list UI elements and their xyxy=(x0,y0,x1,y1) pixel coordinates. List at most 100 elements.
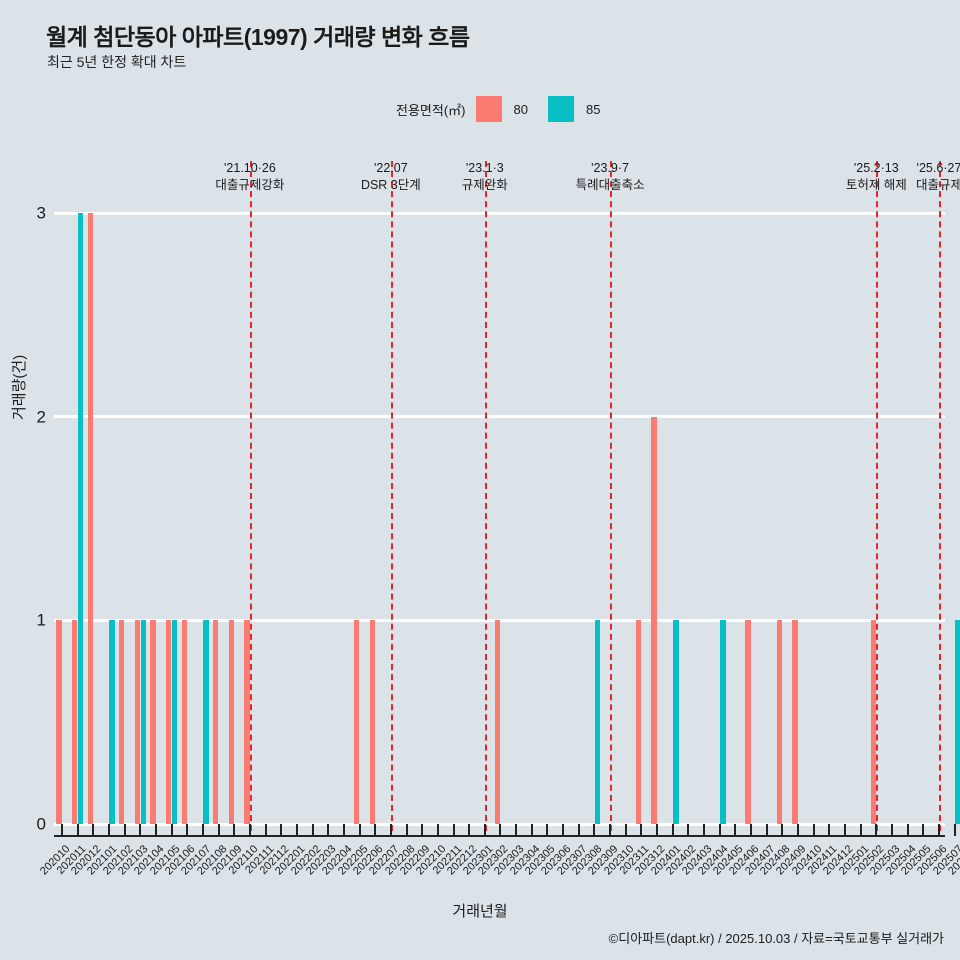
x-tick-202402 xyxy=(687,824,690,836)
gridline-2 xyxy=(54,415,945,419)
plot-area xyxy=(54,161,960,831)
x-tick-202308 xyxy=(593,824,596,836)
bar-80-202010 xyxy=(56,620,62,824)
legend-label-85: 85 xyxy=(585,101,601,117)
y-tick-label-3: 3 xyxy=(36,203,46,223)
annotation-202110: '21.10·26 대출규제강화 xyxy=(215,160,284,194)
x-tick-202411 xyxy=(828,824,831,836)
x-tick-202304 xyxy=(530,824,533,836)
annotation-text: 토허제 해제 xyxy=(845,177,907,192)
x-tick-202507 xyxy=(953,824,956,836)
x-tick-202305 xyxy=(546,824,549,836)
x-tick-202206 xyxy=(374,824,377,836)
x-tick-202011 xyxy=(76,824,79,836)
x-tick-202409 xyxy=(797,824,800,836)
x-tick-202106 xyxy=(186,824,189,836)
chart-title: 월계 첨단동아 아파트(1997) 거래량 변화 흐름 xyxy=(46,24,470,50)
annotation-text: DSR 3단계 xyxy=(360,177,421,192)
x-tick-202208 xyxy=(405,824,408,836)
bar-85-202507 xyxy=(955,620,960,824)
x-tick-202212 xyxy=(468,824,471,836)
bar-80-202205 xyxy=(353,620,360,824)
x-tick-202202 xyxy=(311,824,314,836)
x-tick-202110 xyxy=(248,824,251,836)
bar-80-202105 xyxy=(166,620,172,824)
annotation-202207: '22.07 DSR 3단계 xyxy=(361,160,421,194)
x-tick-202210 xyxy=(436,824,439,836)
legend: 전용면적(㎡) 80 85 xyxy=(396,96,620,122)
x-tick-202306 xyxy=(562,824,565,836)
x-tick-202302 xyxy=(499,824,502,836)
bar-80-202206 xyxy=(369,620,375,824)
chart-subtitle: 최근 5년 한정 확대 차트 xyxy=(47,54,187,70)
x-tick-202104 xyxy=(154,824,157,836)
bar-80-202103 xyxy=(134,620,141,824)
legend-item-80[interactable]: 80 xyxy=(475,96,528,122)
x-tick-202502 xyxy=(875,824,878,836)
x-tick-202101 xyxy=(107,824,110,836)
x-tick-202403 xyxy=(703,824,706,836)
annotation-text: 특례대출축소 xyxy=(575,177,645,192)
y-tick-label-1: 1 xyxy=(36,610,46,630)
x-tick-202102 xyxy=(123,824,126,836)
bar-85-202101 xyxy=(109,620,115,824)
bar-80-202311 xyxy=(635,620,642,824)
x-tick-202412 xyxy=(844,824,846,836)
x-tick-202405 xyxy=(734,824,737,836)
y-axis-title: 거래량(건) xyxy=(11,354,28,420)
bar-80-202302 xyxy=(494,620,501,824)
x-tick-202204 xyxy=(342,824,345,836)
x-axis-line xyxy=(54,835,945,837)
annotation-line-202502 xyxy=(876,161,879,831)
gridline-1 xyxy=(54,618,945,622)
bar-80-202110 xyxy=(244,620,250,824)
annotation-date: '21.10·26 xyxy=(224,161,276,175)
annotation-date: '22.07 xyxy=(374,161,408,175)
legend-label-80: 80 xyxy=(513,101,528,117)
annotation-line-202207 xyxy=(390,161,393,831)
x-tick-202012 xyxy=(92,824,95,836)
bar-80-202312 xyxy=(651,416,657,824)
x-tick-202309 xyxy=(609,824,612,836)
annotation-date: '25.2·13 xyxy=(853,161,899,175)
x-tick-202312 xyxy=(656,824,659,836)
x-tick-202108 xyxy=(217,824,220,836)
x-tick-202401 xyxy=(671,824,674,836)
bar-80-202406 xyxy=(745,620,751,824)
annotation-202309: '23.9·7 특례대출축소 xyxy=(576,160,645,194)
annotation-line-202506 xyxy=(938,161,941,831)
bar-80-202502 xyxy=(870,620,877,824)
bar-80-202011 xyxy=(72,620,78,824)
legend-title: 전용면적(㎡) xyxy=(396,102,466,118)
bar-80-202106 xyxy=(181,620,188,824)
bar-80-202108 xyxy=(213,620,219,824)
legend-item-85[interactable]: 85 xyxy=(547,96,601,122)
x-tick-202311 xyxy=(640,824,643,836)
legend-swatch-85 xyxy=(547,96,574,122)
bar-85-202011 xyxy=(78,213,84,824)
bar-80-202102 xyxy=(119,620,125,824)
annotation-text: 대출규제강화 xyxy=(215,177,285,192)
bar-85-202308 xyxy=(594,620,601,824)
annotation-date: '23.1·3 xyxy=(465,161,504,175)
x-tick-202103 xyxy=(139,824,142,836)
x-tick-202408 xyxy=(781,824,784,836)
x-tick-202303 xyxy=(515,824,518,836)
x-tick-202010 xyxy=(61,824,63,836)
x-axis xyxy=(54,824,956,840)
y-axis-title-wrap: 거래량(건) xyxy=(8,355,28,441)
bar-80-202012 xyxy=(87,213,94,824)
y-tick-label-0: 0 xyxy=(36,814,46,834)
annotation-202301: '23.1·3 규제완화 xyxy=(462,160,508,194)
x-tick-202407 xyxy=(765,824,768,836)
x-tick-202404 xyxy=(718,824,721,836)
x-tick-202504 xyxy=(906,824,909,836)
annotation-date: '23.9·7 xyxy=(591,161,630,175)
annotation-202506: '25.6·27 대출규제 xyxy=(916,160,960,194)
x-tick-202203 xyxy=(327,824,330,836)
annotation-line-202309 xyxy=(610,161,613,831)
x-tick-202207 xyxy=(389,824,392,836)
bar-80-202409 xyxy=(792,620,798,824)
annotation-line-202110 xyxy=(249,161,252,831)
